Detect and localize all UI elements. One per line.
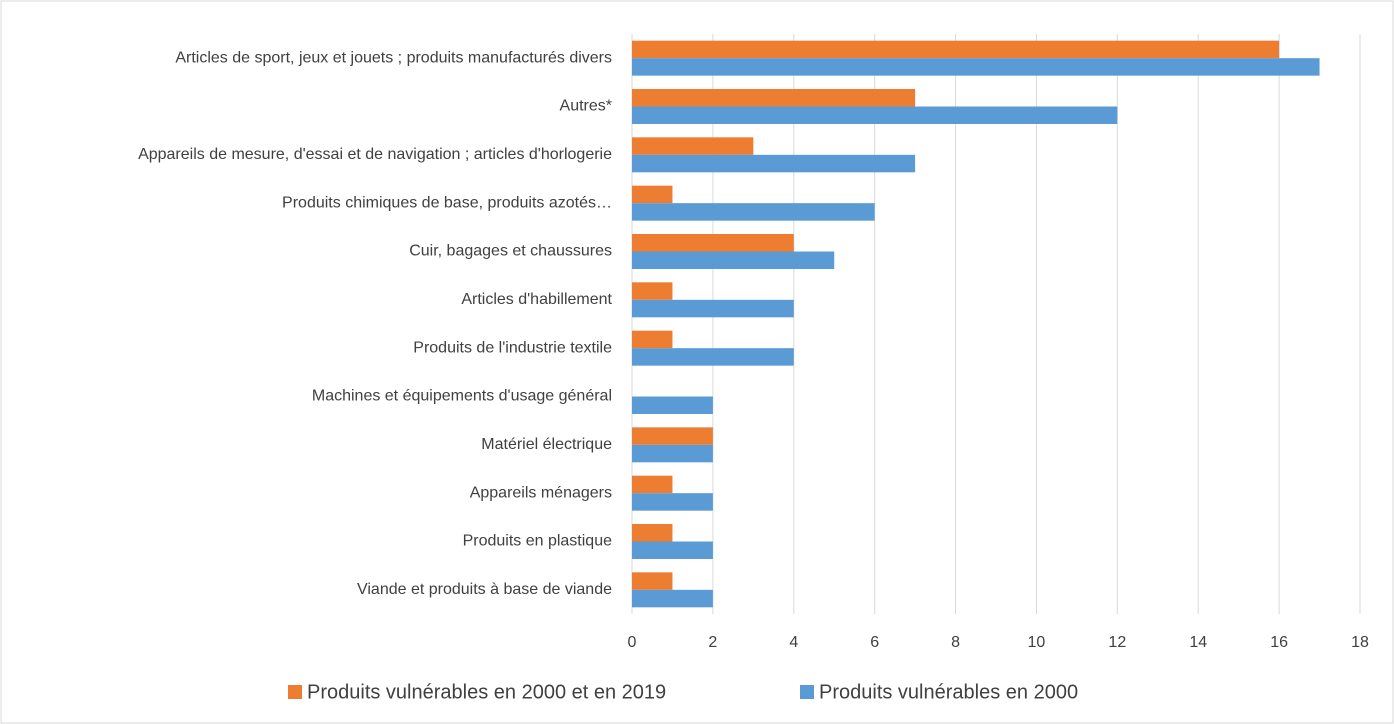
bar [632, 348, 794, 366]
y-tick-label: Autres* [560, 98, 612, 115]
bar [632, 154, 916, 173]
legend-swatch [800, 685, 814, 699]
y-tick-label: Viande et produits à base de viande [357, 581, 612, 598]
x-tick-label: 6 [870, 634, 879, 651]
bar [632, 493, 713, 511]
bar [632, 251, 835, 269]
bar [632, 396, 713, 414]
x-tick-label: 16 [1270, 634, 1288, 651]
y-tick-label: Produits de l'industrie textile [413, 339, 612, 356]
bar [632, 234, 794, 252]
y-tick-label: Appareils ménagers [470, 484, 612, 501]
y-tick-label: Produits en plastique [463, 533, 613, 550]
y-tick-label: Matériel électrique [481, 436, 612, 453]
x-tick-label: 4 [789, 634, 798, 651]
x-tick-label: 14 [1189, 634, 1207, 651]
bar [632, 40, 1280, 59]
x-tick-label: 18 [1351, 634, 1369, 651]
bar [632, 330, 673, 349]
bar [632, 203, 875, 221]
legend-label: Produits vulnérables en 2000 et en 2019 [307, 681, 666, 703]
y-tick-label: Produits chimiques de base, produits azo… [282, 194, 612, 211]
x-tick-label: 0 [628, 634, 637, 651]
bar [632, 541, 713, 559]
bar [632, 524, 673, 542]
y-tick-label: Machines et équipements d'usage général [312, 388, 612, 405]
x-tick-label: 12 [1108, 634, 1126, 651]
bar [632, 58, 1320, 76]
y-tick-label: Cuir, bagages et chaussures [409, 243, 612, 260]
legend-label: Produits vulnérables en 2000 [819, 681, 1078, 703]
bar [632, 589, 713, 608]
y-tick-label: Articles de sport, jeux et jouets ; prod… [175, 49, 612, 66]
bar [632, 89, 916, 107]
bar [632, 572, 673, 590]
legend-swatch [288, 685, 302, 699]
bar [632, 137, 754, 155]
x-tick-label: 2 [708, 634, 717, 651]
bar [632, 185, 673, 204]
bar [632, 106, 1118, 124]
bar [632, 444, 713, 463]
y-tick-label: Articles d'habillement [461, 291, 612, 308]
y-tick-label: Appareils de mesure, d'essai et de navig… [138, 146, 612, 163]
bar [632, 427, 713, 445]
bar [632, 475, 673, 494]
bar [632, 299, 794, 318]
bar [632, 282, 673, 300]
x-tick-label: 10 [1028, 634, 1046, 651]
x-tick-label: 8 [951, 634, 960, 651]
